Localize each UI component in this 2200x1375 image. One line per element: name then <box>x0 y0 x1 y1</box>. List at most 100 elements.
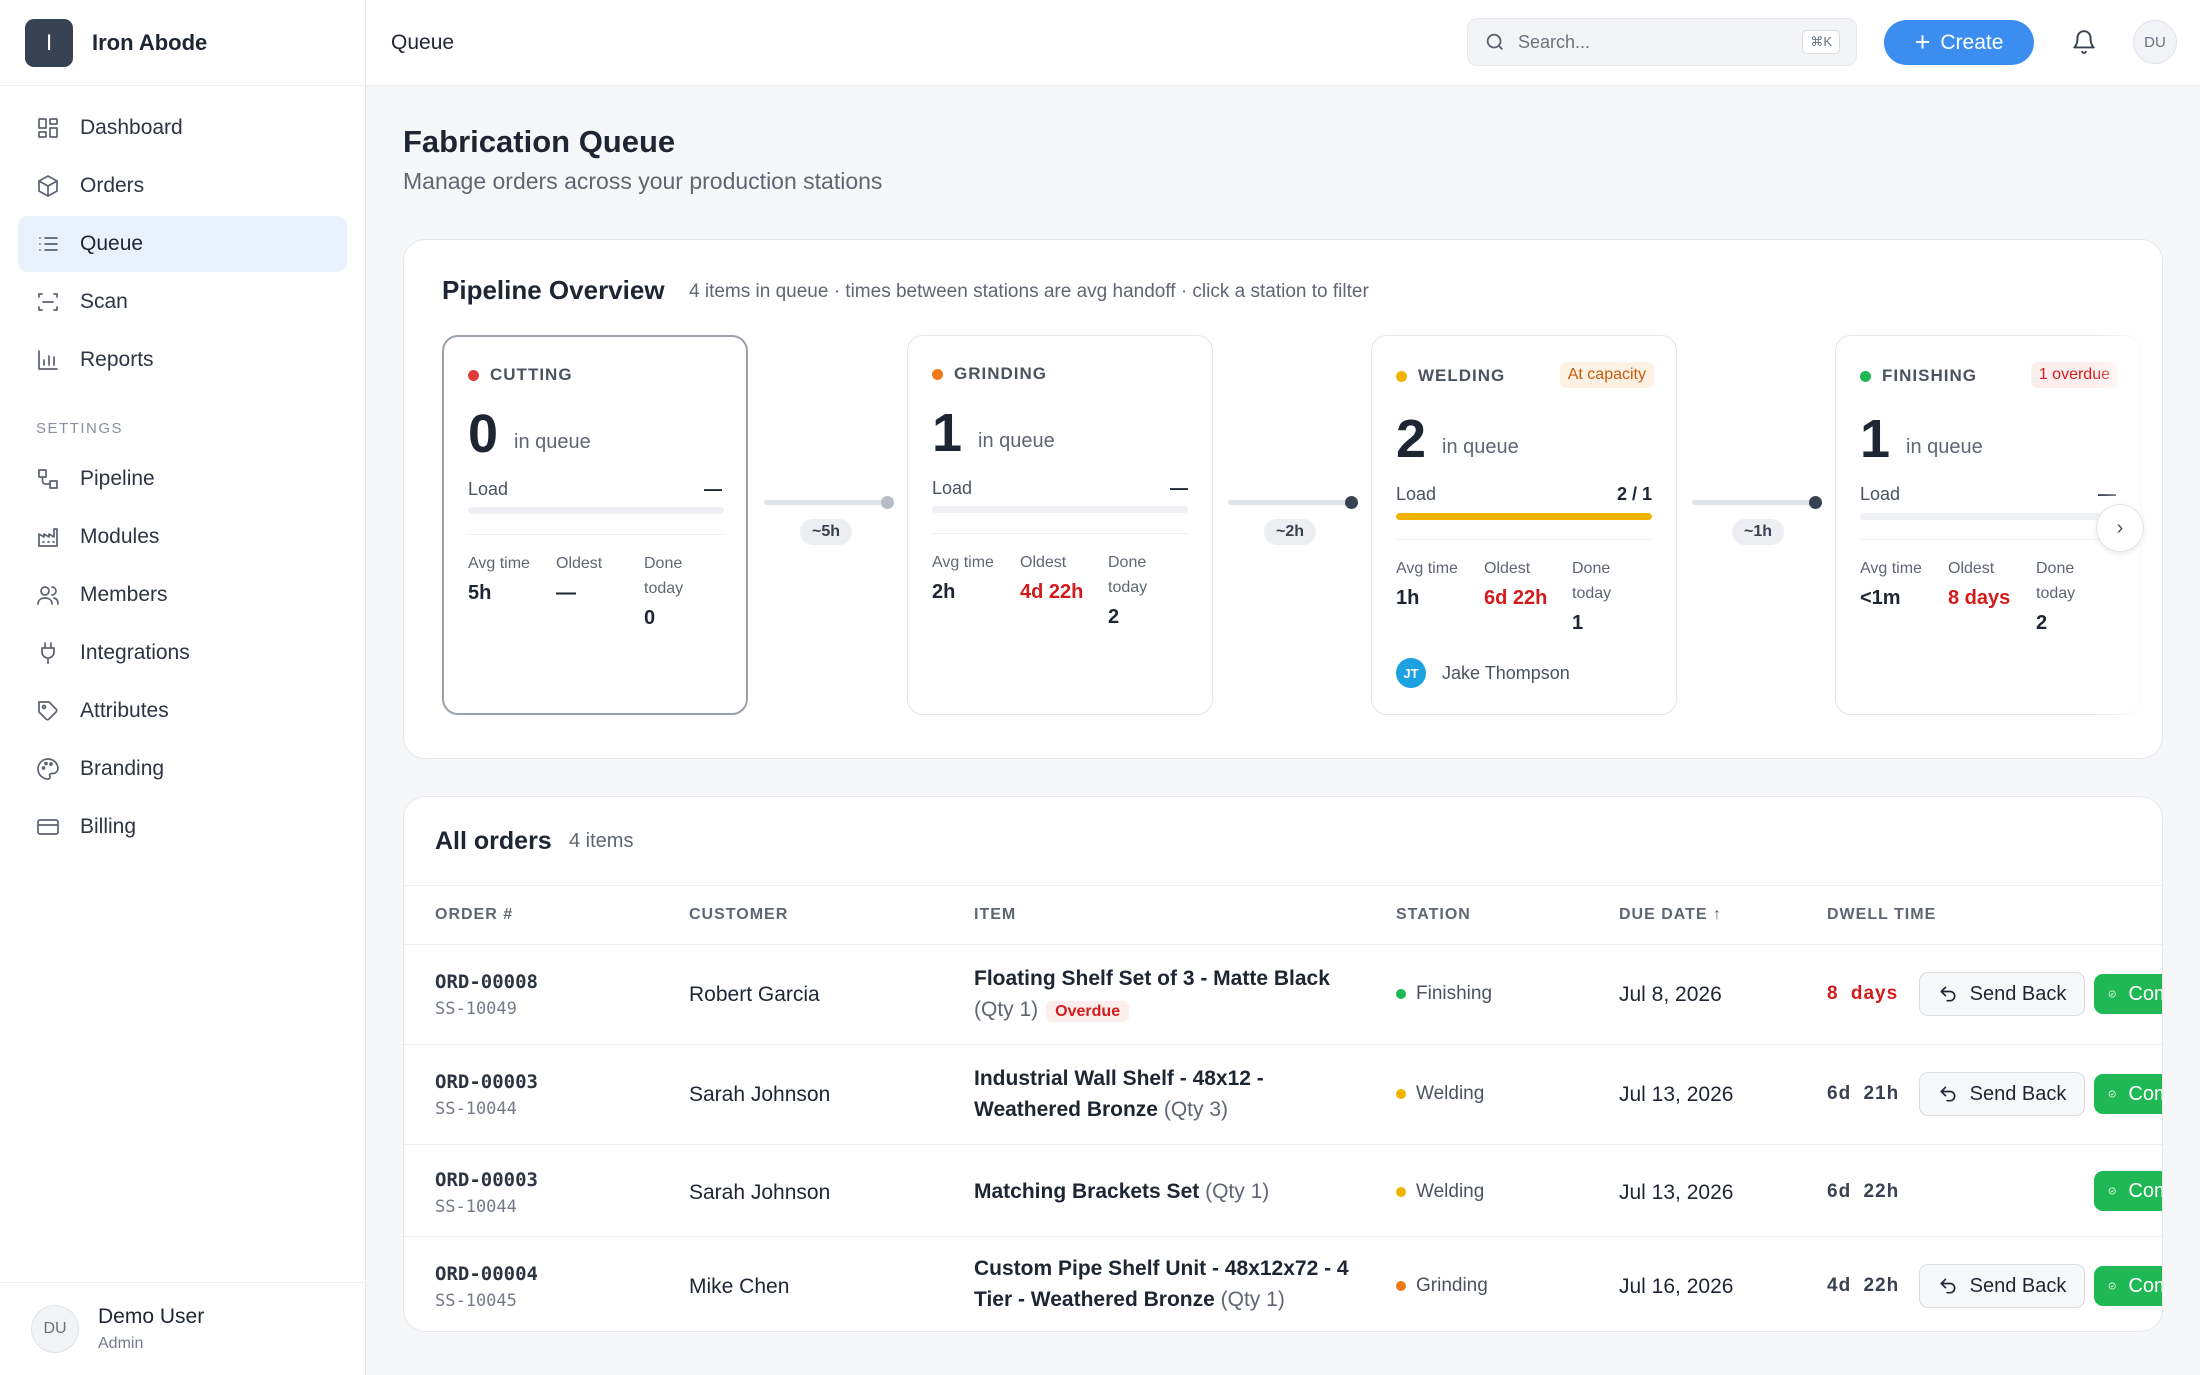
divider <box>1396 539 1652 540</box>
table-row[interactable]: ORD-00003 SS-10044 Sarah Johnson Industri… <box>404 1045 2162 1145</box>
complete-button[interactable]: Complete <box>2094 1074 2162 1114</box>
sidebar-item-integrations[interactable]: Integrations <box>18 625 347 681</box>
item: Industrial Wall Shelf - 48x12 - Weathere… <box>974 1063 1374 1125</box>
item-name-wrap: Matching Brackets Set (Qty 1) <box>974 1176 1374 1207</box>
due-date: Jul 13, 2026 <box>1619 1181 1734 1204</box>
check-circle-icon <box>2108 1282 2116 1290</box>
station-grinding[interactable]: GRINDING 1 in queue Load — Avg time 2h Ol… <box>907 335 1213 715</box>
search-input[interactable] <box>1518 31 1788 53</box>
done-today: Done today 1 <box>1572 556 1642 636</box>
due-date: Jul 13, 2026 <box>1619 1083 1734 1106</box>
notifications-button[interactable] <box>2071 29 2097 55</box>
sidebar-item-queue[interactable]: Queue <box>18 216 347 272</box>
sidebar-item-billing[interactable]: Billing <box>18 799 347 855</box>
col-station[interactable]: STATION <box>1396 906 1471 923</box>
station-cutting[interactable]: CUTTING 0 in queue Load — Avg time 5h Old… <box>442 335 748 715</box>
status-dot <box>1396 1281 1406 1291</box>
item-name: Floating Shelf Set of 3 - Matte Black <box>974 967 1330 990</box>
in-queue-label: in queue <box>1906 436 1983 458</box>
scroll-right-button[interactable]: › <box>2096 504 2144 552</box>
handoff-label: ~2h <box>1264 519 1317 545</box>
oldest: Oldest 8 days <box>1948 556 2010 611</box>
sidebar-item-label: Modules <box>80 525 160 548</box>
orders-table-card: All orders 4 items ORDER # CUSTOMER ITEM… <box>403 796 2163 1332</box>
avg-time: Avg time <1m <box>1860 556 1922 611</box>
complete-button[interactable]: Complete <box>2094 1171 2162 1211</box>
done-today: Done today 2 <box>2036 556 2106 636</box>
station: Welding <box>1396 1181 1484 1203</box>
sidebar-item-attributes[interactable]: Attributes <box>18 683 347 739</box>
station-name: CUTTING <box>490 365 573 384</box>
send-back-button[interactable]: Send Back <box>1919 972 2085 1016</box>
user-meta: Demo User Admin <box>98 1305 204 1353</box>
col-order[interactable]: ORDER # <box>435 906 514 923</box>
complete-button[interactable]: Complete <box>2094 974 2162 1014</box>
done-value: 2 <box>2036 612 2048 634</box>
status-dot <box>932 368 943 380</box>
oldest: Oldest — <box>556 551 602 606</box>
send-back-button[interactable]: Send Back <box>1919 1264 2085 1308</box>
load-bar <box>1860 513 2116 520</box>
station-header: WELDING <box>1396 366 1505 386</box>
done-label: Done today <box>1108 554 1148 596</box>
table-row[interactable]: ORD-00008 SS-10049 Robert Garcia Floating… <box>404 945 2162 1045</box>
item-name: Custom Pipe Shelf Unit - 48x12x72 - 4 <box>974 1257 1349 1280</box>
in-queue-label: in queue <box>514 431 591 453</box>
avg-time: Avg time 2h <box>932 550 994 605</box>
user-role: Admin <box>98 1335 144 1352</box>
sidebar-item-pipeline[interactable]: Pipeline <box>18 451 347 507</box>
load-bar <box>468 507 724 514</box>
connector-dot <box>881 496 894 509</box>
send-back-button[interactable]: Send Back <box>1919 1072 2085 1116</box>
table-row[interactable]: ORD-00004 SS-10045 Mike Chen Custom Pipe … <box>404 1237 2162 1331</box>
create-button[interactable]: + Create <box>1884 20 2034 65</box>
item-name-line2: Weathered Bronze <box>974 1098 1158 1121</box>
orders-count: 4 items <box>569 830 634 852</box>
sidebar-item-scan[interactable]: Scan <box>18 274 347 330</box>
sidebar-item-reports[interactable]: Reports <box>18 332 347 388</box>
customer: Robert Garcia <box>689 983 820 1006</box>
undo-icon <box>1940 986 1956 1002</box>
station-welding[interactable]: WELDING At capacity 2 in queue Load 2 / … <box>1371 335 1677 715</box>
station-name: Welding <box>1416 1083 1485 1104</box>
load-value: — <box>2098 484 2116 504</box>
oldest: Oldest 6d 22h <box>1484 556 1547 611</box>
sidebar-item-modules[interactable]: Modules <box>18 509 347 565</box>
station-name: FINISHING <box>1882 366 1977 385</box>
overdue-badge: 1 overdue <box>2030 362 2118 388</box>
item: Floating Shelf Set of 3 - Matte Black (Q… <box>974 963 1374 1027</box>
brand[interactable]: I Iron Abode <box>0 0 365 86</box>
station: Finishing <box>1396 983 1492 1005</box>
load-label: Load <box>1396 484 1437 504</box>
avg-value: 5h <box>468 582 492 604</box>
search-box[interactable]: ⌘K <box>1467 18 1857 66</box>
sidebar-item-dashboard[interactable]: Dashboard <box>18 100 347 156</box>
assignee-name: Jake Thompson <box>1442 662 1570 683</box>
station-count: 1 <box>1860 409 1891 469</box>
sidebar-item-branding[interactable]: Branding <box>18 741 347 797</box>
oldest-label: Oldest <box>556 555 603 572</box>
sidebar-item-orders[interactable]: Orders <box>18 158 347 214</box>
station-finishing[interactable]: FINISHING 1 overdue 1 in queue Load — Av… <box>1835 335 2141 715</box>
status-dot <box>1396 370 1407 382</box>
col-dwell[interactable]: DWELL TIME <box>1827 906 1937 923</box>
top-header: Queue ⌘K + Create DU <box>366 0 2200 86</box>
capacity-badge: At capacity <box>1559 362 1654 388</box>
user-menu[interactable]: DU Demo User Admin <box>0 1282 366 1375</box>
undo-icon <box>1940 1278 1956 1294</box>
pipeline-subtitle: 4 items in queue · times between station… <box>689 281 1369 302</box>
header-avatar[interactable]: DU <box>2133 20 2177 64</box>
order-id: ORD-00003 <box>435 1071 538 1093</box>
col-customer[interactable]: CUSTOMER <box>689 906 789 923</box>
in-queue-label: in queue <box>978 430 1055 452</box>
box-icon <box>38 175 58 197</box>
col-due-date[interactable]: DUE DATE ↑ <box>1619 906 1722 924</box>
complete-button[interactable]: Complete <box>2094 1266 2162 1306</box>
credit-card-icon <box>37 819 59 835</box>
col-item[interactable]: ITEM <box>974 906 1017 923</box>
sidebar-item-members[interactable]: Members <box>18 567 347 623</box>
handoff-label: ~5h <box>800 519 853 545</box>
table-row[interactable]: ORD-00003 SS-10044 Sarah Johnson Matching… <box>404 1145 2162 1237</box>
brand-name: Iron Abode <box>92 29 208 55</box>
due-date: Jul 16, 2026 <box>1619 1275 1734 1298</box>
